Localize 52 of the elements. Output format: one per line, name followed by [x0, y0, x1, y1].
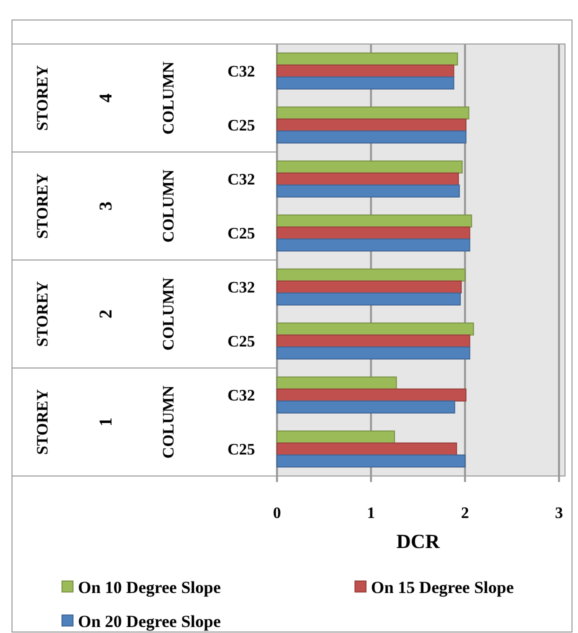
text: 1: [95, 418, 116, 426]
y-tick-label: C32: [227, 64, 255, 81]
bar: [276, 430, 395, 444]
bar: [276, 130, 466, 144]
text: STOREY: [34, 64, 52, 131]
bar: [276, 64, 454, 78]
bar: [276, 322, 474, 336]
y-tick-label: C32: [227, 388, 255, 405]
bar: [276, 292, 461, 306]
text: STOREY: [34, 388, 52, 455]
bar: [276, 172, 459, 186]
legend-label: On 10 Degree Slope: [78, 578, 222, 597]
x-tick-label: 0: [273, 505, 281, 522]
x-tick-label: 1: [367, 505, 375, 522]
bar: [276, 106, 470, 120]
bar: [276, 118, 466, 132]
y-tick-label: C32: [227, 280, 255, 297]
legend-label: On 15 Degree Slope: [371, 578, 514, 597]
bar: [276, 160, 463, 174]
x-tick-label: 2: [461, 505, 469, 522]
text: COLUMN: [160, 169, 178, 242]
bar: [276, 238, 470, 252]
text: STOREY: [34, 172, 52, 239]
bar: [276, 280, 462, 294]
x-tick-label: 3: [555, 505, 563, 522]
bar: [276, 376, 397, 390]
text: 2: [95, 310, 116, 318]
bar: [276, 334, 470, 348]
text: 3: [95, 202, 116, 210]
text: 4: [95, 94, 116, 102]
bar: [276, 268, 466, 282]
bar: [276, 76, 454, 90]
text: COLUMN: [160, 385, 178, 458]
text: COLUMN: [160, 277, 178, 350]
y-tick-label: C25: [227, 118, 255, 135]
y-tick-label: C25: [227, 334, 255, 351]
bar: [276, 346, 470, 360]
bar: [276, 52, 458, 66]
bar: [276, 400, 456, 414]
bar: [276, 388, 466, 402]
text: COLUMN: [160, 61, 178, 134]
bar: [276, 214, 472, 228]
bar: [276, 226, 470, 240]
bar: [276, 184, 460, 198]
legend-label: On 20 Degree Slope: [78, 612, 222, 631]
y-tick-label: C32: [227, 172, 255, 189]
y-tick-label: C25: [227, 226, 255, 243]
bar: [276, 442, 458, 456]
text: STOREY: [34, 280, 52, 347]
y-tick-label: C25: [227, 442, 255, 459]
bar: [276, 454, 466, 468]
x-axis-title: DCR: [396, 531, 440, 553]
